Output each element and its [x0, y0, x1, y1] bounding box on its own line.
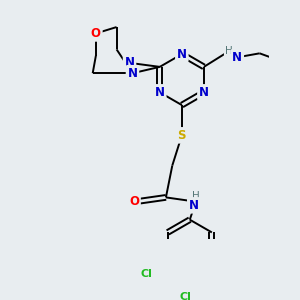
Text: N: N [124, 56, 134, 69]
Text: N: N [189, 199, 199, 212]
Text: N: N [232, 51, 242, 64]
Text: N: N [155, 86, 165, 99]
Text: N: N [177, 48, 187, 61]
Text: N: N [199, 86, 209, 99]
Text: O: O [129, 195, 139, 208]
Text: N: N [128, 67, 137, 80]
Text: Cl: Cl [140, 269, 152, 279]
Text: S: S [178, 129, 186, 142]
Text: Cl: Cl [180, 292, 192, 300]
Text: O: O [91, 27, 101, 40]
Text: H: H [226, 46, 233, 56]
Text: H: H [192, 191, 200, 201]
